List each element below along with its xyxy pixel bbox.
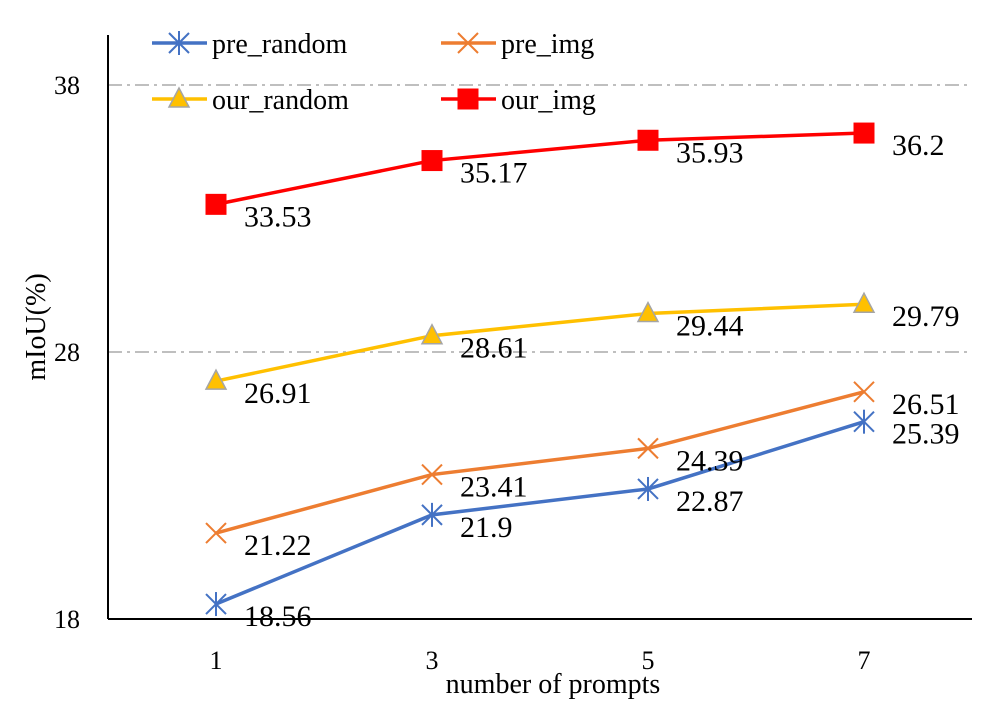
y-tick-label: 18	[54, 605, 80, 634]
x-tick-labels: 1 3 5 7	[210, 646, 871, 675]
legend-item-pre_random: pre_random	[152, 29, 348, 60]
data-label-pre_img: 23.41	[460, 471, 528, 504]
legend-label-our_random: our_random	[212, 85, 349, 116]
legend-label-pre_img: pre_img	[501, 29, 594, 60]
x-tick-label: 7	[858, 646, 871, 675]
data-point-pre_img	[421, 463, 443, 486]
data-label-our_img: 33.53	[244, 200, 312, 233]
data-point-pre_img	[637, 437, 659, 460]
legend-item-our_img: our_img	[441, 85, 596, 116]
data-label-our_random: 26.91	[244, 377, 312, 410]
x-axis-title: number of prompts	[446, 669, 661, 700]
legend-label-pre_random: pre_random	[212, 29, 348, 60]
series-line-our_random	[215, 302, 865, 383]
data-label-our_img: 35.17	[460, 157, 528, 190]
series-line-our_img	[215, 131, 865, 207]
data-point-our_random	[852, 291, 876, 313]
data-label-pre_random: 25.39	[892, 418, 960, 451]
data-point-our_random	[636, 300, 660, 323]
data-label-our_img: 35.93	[676, 136, 744, 169]
data-point-pre_img	[205, 522, 227, 544]
data-labels: 18.56 21.9 22.87 25.39 21.22 23.41 24.39 26.51 2…	[244, 129, 960, 633]
legend-marker-our_random	[167, 86, 191, 108]
data-point-pre_random	[421, 502, 443, 527]
series-line-pre_random	[215, 420, 865, 606]
data-point-our_img	[853, 122, 875, 144]
data-label-pre_random: 22.87	[676, 485, 744, 518]
legend: pre_random pre_img our_random our_img	[152, 29, 596, 116]
legend-marker-pre_img	[457, 32, 479, 54]
axes	[107, 35, 972, 620]
x-tick-label: 5	[642, 646, 655, 675]
data-point-pre_random	[853, 409, 875, 434]
data-point-our_random	[204, 368, 228, 390]
data-label-pre_img: 24.39	[676, 444, 744, 477]
y-tick-labels: 18 28 38	[54, 71, 80, 634]
legend-marker-pre_random	[168, 31, 190, 55]
data-label-pre_img: 26.51	[892, 388, 960, 421]
data-point-our_img	[637, 129, 659, 151]
grid-lines	[108, 84, 972, 353]
data-point-pre_random	[637, 476, 659, 501]
legend-marker-our_img	[457, 88, 479, 110]
data-point-pre_random	[205, 592, 227, 617]
y-axis-title: mIoU(%)	[21, 273, 52, 380]
data-label-our_img: 36.2	[892, 129, 945, 162]
series-layer	[204, 122, 876, 617]
data-point-our_random	[420, 323, 444, 345]
data-label-our_random: 29.79	[892, 300, 960, 333]
series-line-pre_img	[215, 390, 865, 535]
data-point-our_img	[205, 193, 227, 215]
data-label-our_random: 28.61	[460, 332, 528, 365]
data-point-our_img	[421, 150, 443, 172]
legend-label-our_img: our_img	[501, 85, 596, 116]
legend-item-our_random: our_random	[152, 85, 349, 116]
x-tick-label: 1	[210, 646, 223, 675]
x-tick-label: 3	[426, 646, 439, 675]
y-tick-label: 28	[54, 338, 80, 367]
data-point-pre_img	[853, 381, 875, 403]
data-label-pre_random: 21.9	[460, 511, 513, 544]
data-label-pre_random: 18.56	[244, 600, 312, 633]
data-label-our_random: 29.44	[676, 310, 744, 343]
data-label-pre_img: 21.22	[244, 529, 312, 562]
legend-item-pre_img: pre_img	[441, 29, 594, 60]
y-tick-label: 38	[54, 71, 80, 100]
